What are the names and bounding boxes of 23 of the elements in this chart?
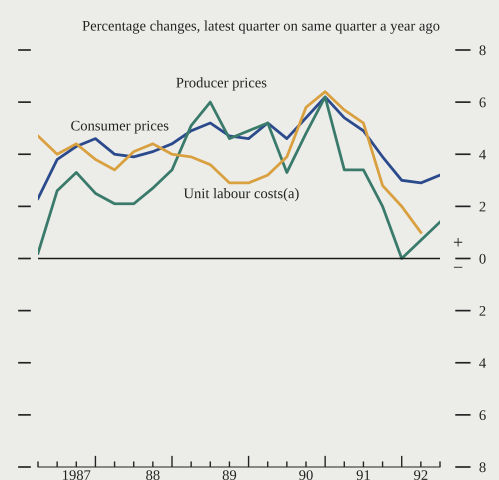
chart-title: Percentage changes, latest quarter on same quarter a year ago: [82, 20, 440, 34]
line-series: [38, 90, 422, 234]
x-tick-label: 89: [222, 470, 236, 480]
y-tick-label: 2: [480, 306, 486, 316]
y-tick-label: 6: [480, 98, 486, 108]
x-tick-label: 90: [299, 470, 313, 480]
x-tick-label: 92: [414, 470, 428, 480]
y-tick-label: 4: [479, 358, 486, 368]
y-tick-label: 0: [479, 254, 486, 264]
text: +: [454, 238, 462, 246]
text: −: [454, 266, 462, 268]
series-label: Producer prices: [176, 77, 266, 90]
x-tick-label: 88: [146, 470, 160, 480]
series-label: Unit labour costs(a): [184, 188, 299, 202]
series-label: Consumer prices: [71, 120, 168, 134]
y-tick-label: 8: [479, 45, 486, 56]
y-tick-label: 8: [479, 462, 486, 472]
y-tick-label: 4: [479, 150, 486, 160]
y-tick-label: 6: [480, 410, 486, 420]
x-tick-label: 91: [356, 470, 370, 480]
x-tick-label: 1987: [62, 470, 90, 480]
line-series: [38, 96, 440, 260]
y-tick-label: 2: [480, 202, 486, 212]
